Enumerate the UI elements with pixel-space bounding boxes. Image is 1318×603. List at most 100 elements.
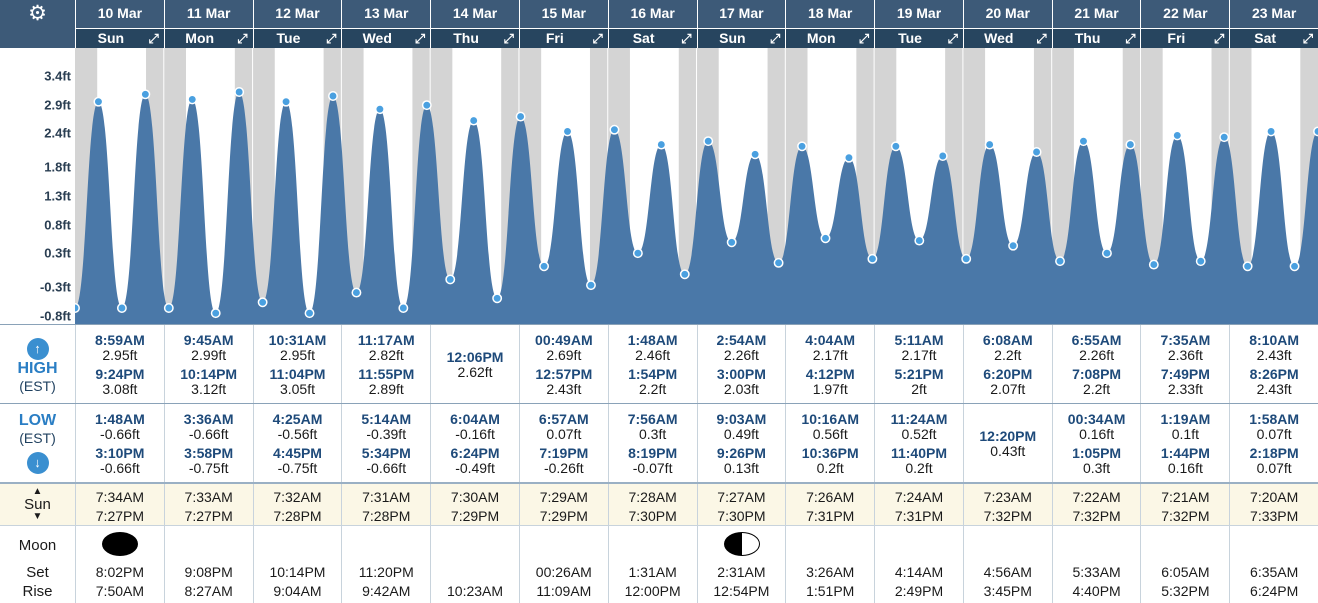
high-height: 2.26ft bbox=[1079, 347, 1115, 363]
day-weekday: Mon bbox=[185, 30, 215, 46]
tide-point bbox=[961, 253, 972, 264]
tide-point bbox=[1148, 259, 1159, 270]
low-time: 6:04AM bbox=[450, 411, 500, 427]
day-expand-button[interactable]: Fri ⤢ bbox=[519, 28, 608, 48]
sunrise-time: 7:31AM bbox=[362, 489, 411, 505]
high-height: 2.99ft bbox=[191, 347, 227, 363]
moonrise-time: 7:50AM bbox=[95, 583, 145, 599]
header-bar: ⚙ 10 Mar Sun ⤢ 11 Mar Mon ⤢ 12 Mar Tue ⤢ 13 Ma… bbox=[0, 0, 1318, 48]
day-expand-button[interactable]: Sat ⤢ bbox=[608, 28, 697, 48]
low-height: -0.16ft bbox=[455, 426, 495, 442]
moonrise-time: 3:45PM bbox=[983, 583, 1032, 599]
low-time: 1:44PM bbox=[1160, 445, 1210, 461]
low-time: 2:18PM bbox=[1249, 445, 1299, 461]
day-expand-button[interactable]: Mon ⤢ bbox=[164, 28, 253, 48]
moon-cell: 5:33AM 4:40PM bbox=[1051, 526, 1141, 603]
day-header: 22 Mar Fri ⤢ bbox=[1140, 0, 1230, 48]
sunrise-time: 7:28AM bbox=[628, 489, 677, 505]
high-height: 2.07ft bbox=[990, 381, 1026, 397]
low-time: 9:26PM bbox=[716, 445, 766, 461]
expand-arrows-icon: ⤢ bbox=[1302, 31, 1314, 46]
moon-cell: 6:35AM 6:24PM bbox=[1229, 526, 1318, 603]
high-cell: 6:08AM 2.2ft 6:20PM 2.07ft bbox=[962, 325, 1052, 403]
low-height: -0.66ft bbox=[188, 426, 229, 442]
day-expand-button[interactable]: Thu ⤢ bbox=[431, 28, 519, 48]
expand-arrows-icon: ⤢ bbox=[769, 31, 781, 46]
day-expand-button[interactable]: Wed ⤢ bbox=[342, 28, 431, 48]
day-expand-button[interactable]: Sun ⤢ bbox=[76, 28, 164, 48]
moonset-time: 11:20PM bbox=[358, 564, 414, 580]
high-time: 3:00PM bbox=[716, 366, 766, 382]
y-tick-label: 1.3ft bbox=[44, 188, 71, 204]
gear-icon[interactable]: ⚙ bbox=[28, 2, 47, 25]
day-header: 20 Mar Wed ⤢ bbox=[962, 0, 1052, 48]
tide-point bbox=[1101, 248, 1112, 259]
tide-point bbox=[492, 293, 503, 304]
sunrise-time: 7:33AM bbox=[184, 489, 233, 505]
day-weekday: Thu bbox=[1074, 30, 1101, 46]
day-expand-button[interactable]: Sat ⤢ bbox=[1230, 28, 1318, 48]
tide-point bbox=[163, 303, 174, 313]
high-title: HIGH bbox=[17, 360, 58, 377]
day-expand-button[interactable]: Thu ⤢ bbox=[1052, 28, 1141, 48]
low-label: LOW (EST) ↓ bbox=[0, 412, 75, 474]
tide-point bbox=[1313, 126, 1318, 137]
low-time: 12:20PM bbox=[979, 428, 1037, 444]
low-time: 10:16AM bbox=[801, 411, 859, 427]
moon-cell: 3:26AM 1:51PM bbox=[785, 526, 874, 603]
sun-cell: 7:32AM 7:28PM bbox=[252, 484, 342, 525]
day-expand-button[interactable]: Fri ⤢ bbox=[1141, 28, 1230, 48]
high-height: 3.12ft bbox=[191, 381, 227, 397]
tide-point bbox=[1195, 256, 1206, 267]
high-cell: 5:11AM 2.17ft 5:21PM 2ft bbox=[874, 325, 963, 403]
high-time: 00:49AM bbox=[535, 332, 593, 348]
day-weekday: Sat bbox=[632, 30, 655, 46]
y-tick-label: 0.8ft bbox=[44, 217, 71, 233]
day-date: 14 Mar bbox=[452, 5, 498, 21]
low-time: 11:24AM bbox=[890, 411, 948, 427]
sun-cell: 7:31AM 7:28PM bbox=[341, 484, 430, 525]
moonrise-time: 4:40PM bbox=[1072, 583, 1121, 599]
day-header: 13 Mar Wed ⤢ bbox=[341, 0, 431, 48]
tide-point bbox=[1078, 136, 1089, 147]
moonset-time: 10:14PM bbox=[269, 564, 326, 580]
high-height: 2.82ft bbox=[368, 347, 404, 363]
tide-point bbox=[703, 136, 714, 147]
moonset-time: 9:08PM bbox=[184, 564, 233, 580]
moon-cell: 10:23AM bbox=[430, 526, 519, 603]
sunset-time: 7:31PM bbox=[806, 508, 855, 524]
high-height: 2.36ft bbox=[1167, 347, 1203, 363]
day-expand-button[interactable]: Sun ⤢ bbox=[697, 28, 786, 48]
high-height: 2.17ft bbox=[901, 347, 937, 363]
tide-point bbox=[726, 237, 737, 248]
day-expand-button[interactable]: Tue ⤢ bbox=[253, 28, 342, 48]
moonset-time: 00:26AM bbox=[535, 564, 592, 580]
day-expand-button[interactable]: Mon ⤢ bbox=[786, 28, 875, 48]
sunrise-time: 7:26AM bbox=[806, 489, 855, 505]
low-cell: 4:25AM -0.56ft 4:45PM -0.75ft bbox=[252, 404, 342, 482]
day-expand-button[interactable]: Wed ⤢ bbox=[963, 28, 1052, 48]
sun-label: ▲ Sun ▼ bbox=[0, 487, 75, 522]
low-time: 5:34PM bbox=[361, 445, 411, 461]
tide-point bbox=[656, 139, 667, 150]
high-height: 2.43ft bbox=[546, 381, 582, 397]
tide-point bbox=[843, 152, 854, 163]
day-expand-button[interactable]: Tue ⤢ bbox=[875, 28, 963, 48]
tide-point bbox=[1055, 256, 1065, 267]
day-weekday: Fri bbox=[545, 30, 564, 46]
divider bbox=[0, 525, 1318, 526]
sunset-time: 7:27PM bbox=[184, 508, 233, 524]
moon-set-label: Set bbox=[26, 564, 49, 581]
tide-point bbox=[937, 151, 948, 161]
sunrise-time: 7:24AM bbox=[894, 489, 944, 505]
high-cell: 7:35AM 2.36ft 7:49PM 2.33ft bbox=[1140, 325, 1229, 403]
sunrise-time: 7:32AM bbox=[273, 489, 322, 505]
tide-point bbox=[93, 96, 104, 107]
high-time: 8:59AM bbox=[94, 332, 145, 348]
day-header: 11 Mar Mon ⤢ bbox=[163, 0, 253, 48]
high-height: 1.97ft bbox=[812, 381, 848, 397]
low-height: 0.1ft bbox=[1171, 426, 1199, 442]
tide-point bbox=[820, 233, 831, 244]
low-height: -0.26ft bbox=[543, 460, 584, 476]
